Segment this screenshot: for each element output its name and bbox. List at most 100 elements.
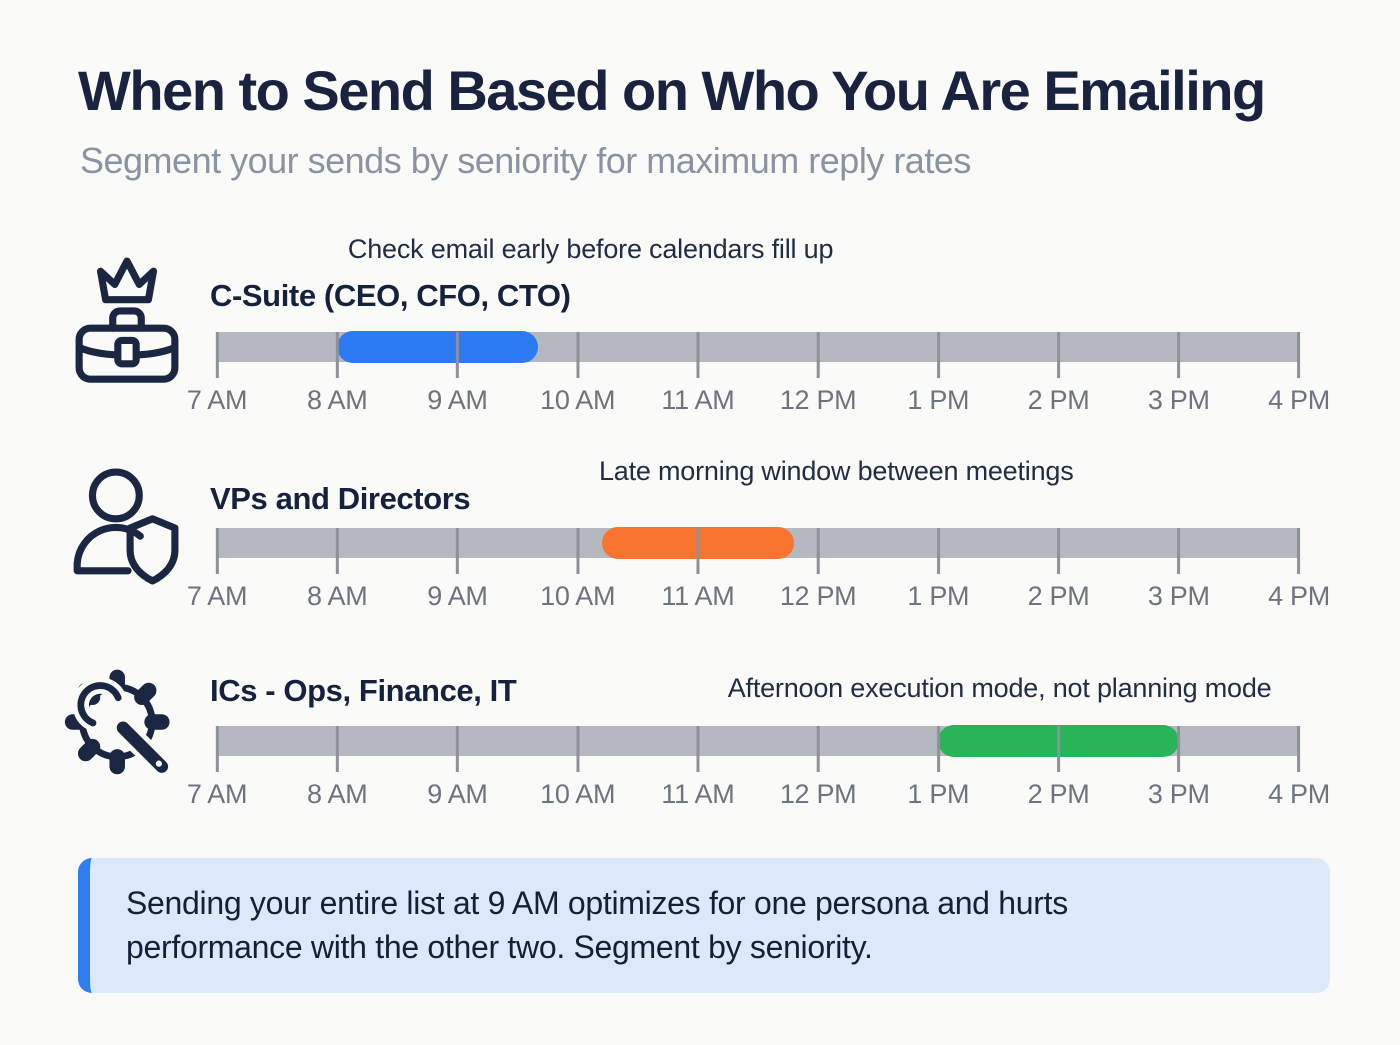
time-tick: 12 PM [780, 528, 857, 612]
tick-mark [936, 726, 940, 772]
tick-label: 2 PM [1027, 385, 1090, 415]
tick-label: 9 AM [427, 385, 488, 415]
persona-row-ics: Afternoon execution mode, not planning m… [64, 624, 1330, 822]
time-tick: 7 AM [187, 528, 247, 612]
tick-label: 8 AM [307, 385, 368, 415]
tick-label: 8 AM [307, 581, 368, 611]
callout-text: Sending your entire list at 9 AM optimiz… [126, 885, 1068, 965]
time-tick: 12 PM [780, 332, 857, 416]
tick-label: 10 AM [540, 385, 616, 415]
tick-label: 3 PM [1147, 779, 1210, 809]
tick-mark [1057, 528, 1061, 574]
tick-mark [215, 726, 219, 772]
tick-label: 10 AM [540, 779, 616, 809]
tick-label: 4 PM [1268, 779, 1330, 809]
time-tick: 7 AM [187, 726, 247, 810]
time-tick: 10 AM [540, 528, 615, 612]
tick-label: 12 PM [779, 581, 857, 611]
tick-label: 1 PM [907, 581, 970, 611]
tick-mark [1177, 528, 1181, 574]
tick-label: 2 PM [1027, 581, 1090, 611]
page-title: When to Send Based on Who You Are Emaili… [78, 59, 1266, 122]
tick-mark [1177, 332, 1181, 378]
time-tick: 2 PM [1028, 528, 1090, 612]
time-tick: 8 AM [307, 528, 368, 612]
tick-mark [576, 332, 580, 378]
person-shield-icon [67, 464, 181, 590]
tick-mark [335, 528, 339, 574]
time-tick: 3 PM [1148, 332, 1210, 416]
tick-label: 1 PM [907, 385, 970, 415]
tick-mark [1297, 332, 1301, 378]
time-tick: 3 PM [1148, 726, 1210, 810]
tick-mark [936, 332, 940, 378]
tick-label: 8 AM [307, 779, 368, 809]
tick-label: 4 PM [1268, 581, 1330, 611]
time-tick: 4 PM [1268, 332, 1330, 416]
tick-mark [576, 726, 580, 772]
tick-label: 9 AM [427, 581, 488, 611]
tick-label: 9 AM [427, 779, 488, 809]
tick-label: 1 PM [907, 779, 970, 809]
tick-mark [1057, 332, 1061, 378]
time-tick: 11 AM [661, 726, 735, 810]
time-tick: 8 AM [307, 332, 368, 416]
tick-mark [816, 528, 820, 574]
tick-mark [696, 726, 700, 772]
timeline-rows: Check email early before calendars fill … [64, 228, 1330, 822]
tick-label: 11 AM [661, 581, 735, 611]
time-tick: 2 PM [1028, 726, 1090, 810]
time-tick: 12 PM [780, 726, 857, 810]
tick-mark [215, 332, 219, 378]
time-tick: 10 AM [540, 726, 615, 810]
time-axis: 7 AM 8 AM 9 AM 10 AM 11 AM 12 PM 1 PM 2 PM 3 PM 4… [187, 332, 1330, 415]
tick-label: 7 AM [186, 581, 248, 611]
page-subtitle: Segment your sends by seniority for maxi… [80, 140, 971, 181]
insight-callout: Sending your entire list at 9 AM optimiz… [78, 858, 1330, 994]
tick-label: 11 AM [661, 779, 735, 809]
tick-mark [936, 528, 940, 574]
tick-label: 7 AM [186, 779, 248, 809]
tick-mark [215, 528, 219, 574]
tick-mark [1177, 726, 1181, 772]
tick-label: 3 PM [1147, 385, 1210, 415]
tick-label: 12 PM [779, 385, 857, 415]
tick-label: 4 PM [1268, 385, 1330, 415]
time-tick: 11 AM [661, 332, 735, 416]
time-tick: 4 PM [1268, 726, 1330, 810]
row-label: VPs and Directors [210, 481, 471, 516]
tick-mark [1297, 726, 1301, 772]
row-annotation: Check email early before calendars fill … [347, 234, 834, 264]
row-annotation: Late morning window between meetings [598, 456, 1074, 486]
tick-label: 7 AM [186, 385, 248, 415]
time-tick: 8 AM [307, 726, 368, 810]
row-label: C-Suite (CEO, CFO, CTO) [210, 278, 571, 313]
time-tick: 9 AM [427, 726, 488, 810]
time-tick: 4 PM [1268, 528, 1330, 612]
tick-mark [335, 332, 339, 378]
tick-mark [455, 528, 459, 574]
time-axis: 7 AM 8 AM 9 AM 10 AM 11 AM 12 PM 1 PM 2 PM 3 PM 4… [187, 726, 1330, 809]
gear-wrench-icon [61, 654, 187, 788]
tick-label: 3 PM [1147, 581, 1210, 611]
tick-mark [455, 726, 459, 772]
tick-label: 10 AM [540, 581, 616, 611]
persona-row-c-suite: Check email early before calendars fill … [75, 228, 1330, 426]
timeline-track [217, 527, 1299, 559]
time-tick: 11 AM [661, 528, 735, 612]
tick-mark [1057, 726, 1061, 772]
tick-label: 12 PM [779, 779, 857, 809]
tick-mark [816, 726, 820, 772]
tick-mark [335, 726, 339, 772]
time-tick: 1 PM [907, 726, 970, 810]
time-tick: 10 AM [540, 332, 615, 416]
tick-label: 2 PM [1027, 779, 1090, 809]
tick-mark [696, 332, 700, 378]
time-tick: 9 AM [427, 528, 488, 612]
tick-mark [576, 528, 580, 574]
time-tick: 1 PM [907, 528, 970, 612]
time-tick: 3 PM [1148, 528, 1210, 612]
timeline-track [217, 331, 1299, 363]
tick-label: 11 AM [661, 385, 735, 415]
